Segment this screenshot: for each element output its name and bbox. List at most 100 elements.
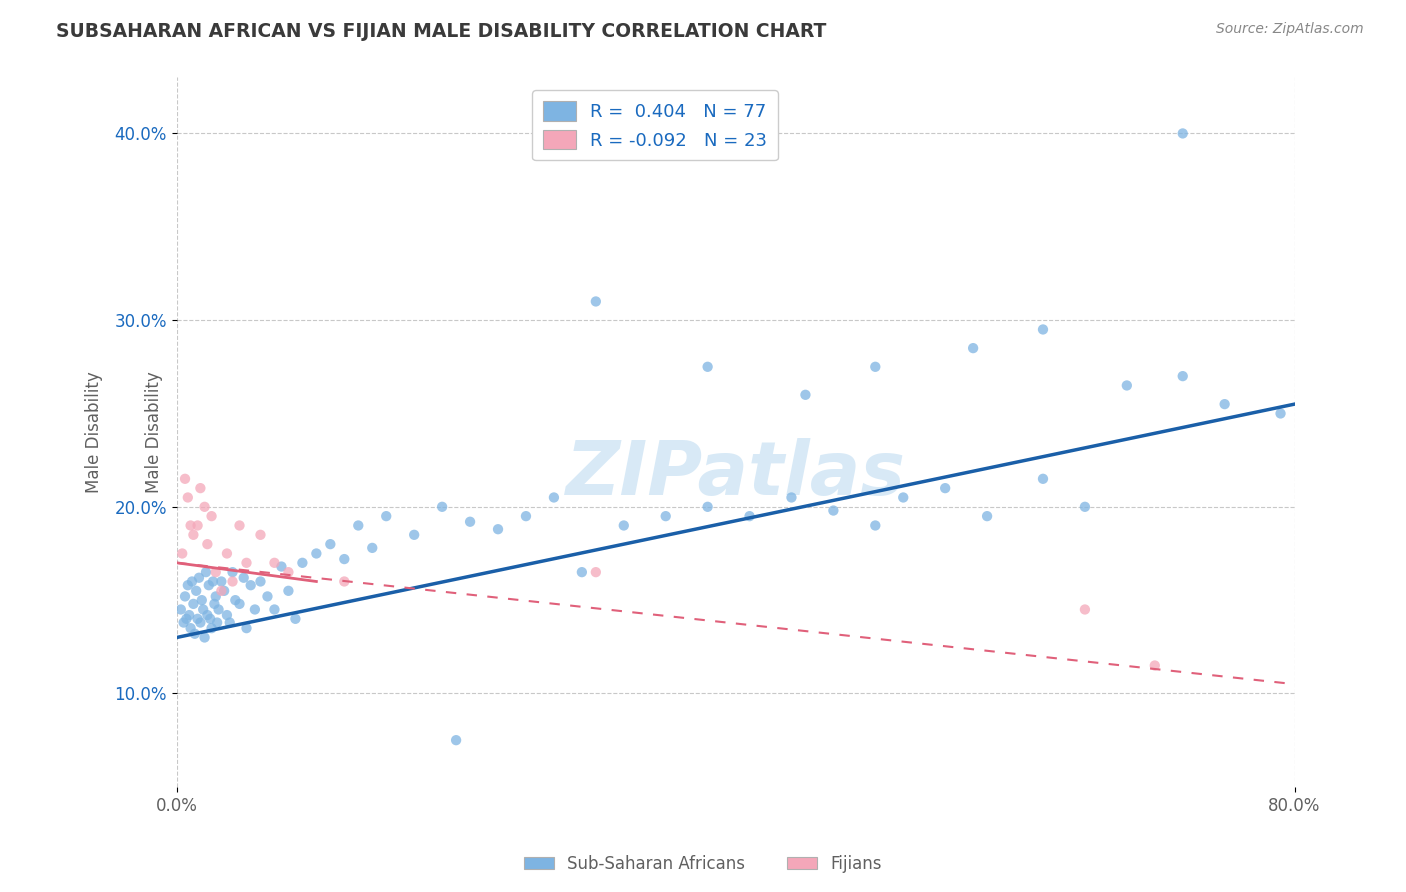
Point bbox=[180, 621, 202, 635]
Point bbox=[571, 565, 593, 579]
Point bbox=[865, 359, 887, 374]
Text: Source: ZipAtlas.com: Source: ZipAtlas.com bbox=[1216, 22, 1364, 37]
Point bbox=[224, 593, 246, 607]
Y-axis label: Male Disability: Male Disability bbox=[86, 371, 103, 493]
Point bbox=[190, 615, 212, 630]
Point bbox=[738, 509, 761, 524]
Point bbox=[976, 509, 998, 524]
Point bbox=[284, 612, 307, 626]
Point bbox=[221, 574, 243, 589]
Point bbox=[190, 481, 212, 495]
Point bbox=[375, 509, 398, 524]
Point bbox=[515, 509, 537, 524]
Point bbox=[333, 574, 356, 589]
Point bbox=[186, 583, 208, 598]
Point bbox=[221, 565, 243, 579]
Point bbox=[585, 565, 607, 579]
Point bbox=[1213, 397, 1236, 411]
Point bbox=[200, 509, 222, 524]
Point bbox=[201, 574, 224, 589]
Point bbox=[347, 518, 370, 533]
Point bbox=[486, 522, 509, 536]
Point bbox=[1074, 500, 1097, 514]
Point bbox=[1032, 322, 1054, 336]
Legend: Sub-Saharan Africans, Fijians: Sub-Saharan Africans, Fijians bbox=[517, 848, 889, 880]
Point bbox=[277, 583, 299, 598]
Point bbox=[458, 515, 481, 529]
Point bbox=[249, 574, 271, 589]
Point bbox=[404, 528, 426, 542]
Point bbox=[1171, 127, 1194, 141]
Point bbox=[305, 546, 328, 560]
Point bbox=[177, 491, 200, 505]
Point bbox=[204, 565, 226, 579]
Point bbox=[934, 481, 956, 495]
Point bbox=[188, 571, 211, 585]
Point bbox=[177, 578, 200, 592]
Point bbox=[193, 602, 215, 616]
Text: ZIPatlas: ZIPatlas bbox=[565, 438, 905, 511]
Point bbox=[183, 597, 205, 611]
Point bbox=[187, 612, 209, 626]
Point bbox=[263, 602, 285, 616]
Point bbox=[209, 574, 232, 589]
Point bbox=[823, 503, 845, 517]
Point bbox=[212, 583, 235, 598]
Point bbox=[361, 541, 384, 555]
Point bbox=[543, 491, 565, 505]
Point bbox=[319, 537, 342, 551]
Point bbox=[239, 578, 262, 592]
Point bbox=[172, 546, 194, 560]
Point bbox=[444, 733, 467, 747]
Point bbox=[197, 578, 219, 592]
Point bbox=[794, 388, 817, 402]
Point bbox=[228, 518, 250, 533]
Point bbox=[1171, 369, 1194, 384]
Point bbox=[1270, 407, 1292, 421]
Point bbox=[218, 615, 240, 630]
Point bbox=[200, 621, 222, 635]
Point bbox=[249, 528, 271, 542]
Point bbox=[277, 565, 299, 579]
Point bbox=[198, 612, 221, 626]
Point bbox=[179, 608, 201, 623]
Point bbox=[891, 491, 914, 505]
Point bbox=[176, 612, 198, 626]
Point bbox=[228, 597, 250, 611]
Point bbox=[235, 556, 257, 570]
Point bbox=[204, 590, 226, 604]
Point bbox=[654, 509, 676, 524]
Point bbox=[194, 631, 217, 645]
Point bbox=[183, 528, 205, 542]
Point bbox=[430, 500, 453, 514]
Point bbox=[1115, 378, 1137, 392]
Point bbox=[174, 590, 197, 604]
Point bbox=[263, 556, 285, 570]
Point bbox=[181, 574, 204, 589]
Point bbox=[1032, 472, 1054, 486]
Point bbox=[696, 359, 718, 374]
Point bbox=[215, 608, 238, 623]
Point bbox=[243, 602, 266, 616]
Point bbox=[232, 571, 254, 585]
Point bbox=[291, 556, 314, 570]
Point bbox=[235, 621, 257, 635]
Point bbox=[191, 593, 214, 607]
Point bbox=[270, 559, 292, 574]
Point bbox=[1143, 658, 1166, 673]
Legend: R =  0.404   N = 77, R = -0.092   N = 23: R = 0.404 N = 77, R = -0.092 N = 23 bbox=[533, 90, 778, 161]
Point bbox=[202, 597, 225, 611]
Point bbox=[585, 294, 607, 309]
Point bbox=[170, 602, 193, 616]
Point bbox=[780, 491, 803, 505]
Point bbox=[194, 500, 217, 514]
Point bbox=[195, 537, 218, 551]
Point bbox=[195, 608, 218, 623]
Point bbox=[194, 565, 217, 579]
Point bbox=[209, 583, 232, 598]
Point bbox=[256, 590, 278, 604]
Point bbox=[207, 602, 229, 616]
Point bbox=[174, 472, 197, 486]
Point bbox=[333, 552, 356, 566]
Point bbox=[180, 518, 202, 533]
